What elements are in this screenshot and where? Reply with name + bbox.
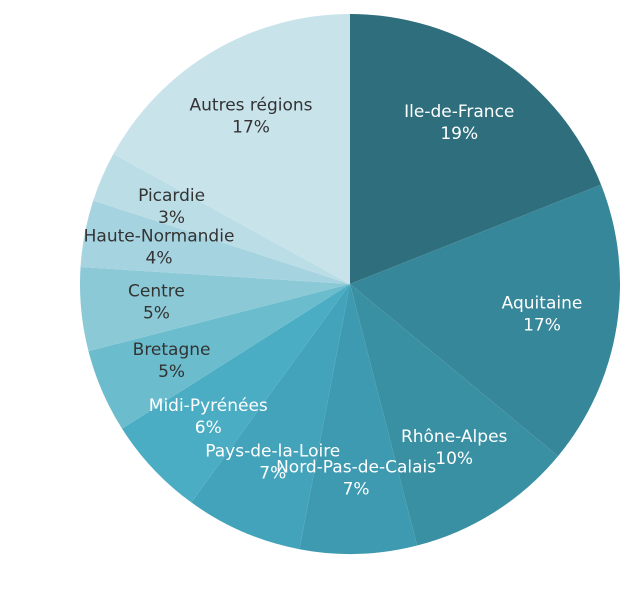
pie-slice [80,200,351,284]
pie-slice [113,14,351,284]
slice-label: Picardie [138,186,205,206]
pie-slice [80,267,351,352]
slice-label: Rhône-Alpes [401,427,508,447]
slice-label: Haute-Normandie [84,227,235,247]
slice-value: 5% [158,362,185,382]
slice-value: 6% [195,418,222,438]
pie-slice [88,284,350,429]
pie-slice [191,284,350,550]
slice-value: 7% [259,463,286,483]
slice-label: Bretagne [133,340,211,360]
slice-label: Autres régions [190,96,313,116]
slice-value: 10% [435,449,473,469]
slice-label: Ile-de-France [404,102,514,122]
slice-value: 17% [232,118,270,138]
pie-slice [350,14,602,284]
pie-slice [93,153,351,284]
slice-label: Midi-Pyrénées [149,396,268,416]
pie-slice [122,284,350,503]
slice-label: Nord-Pas-de-Calais [276,457,436,477]
slice-value: 19% [440,124,478,144]
pie-slice [350,184,620,457]
slice-value: 7% [343,479,370,499]
slice-value: 4% [146,249,173,269]
slice-value: 17% [523,315,561,335]
pie-slice [299,284,418,554]
slice-label: Centre [128,281,185,301]
slice-label: Aquitaine [502,293,583,313]
pie-slice [350,284,559,546]
slice-value: 3% [158,208,185,228]
slice-label: Pays-de-la-Loire [205,441,340,461]
slice-value: 5% [143,303,170,323]
